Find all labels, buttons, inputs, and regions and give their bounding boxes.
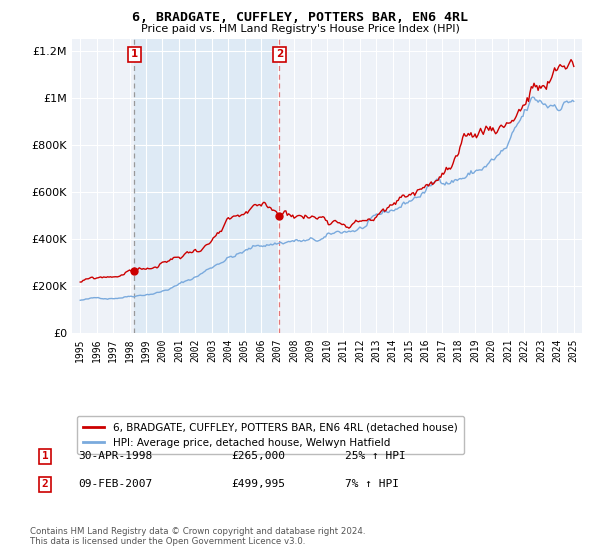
- Text: 25% ↑ HPI: 25% ↑ HPI: [345, 451, 406, 461]
- Text: 6, BRADGATE, CUFFLEY, POTTERS BAR, EN6 4RL: 6, BRADGATE, CUFFLEY, POTTERS BAR, EN6 4…: [132, 11, 468, 24]
- Text: 2: 2: [275, 49, 283, 59]
- Text: 2: 2: [41, 479, 49, 489]
- Text: Price paid vs. HM Land Registry's House Price Index (HPI): Price paid vs. HM Land Registry's House …: [140, 24, 460, 34]
- Legend: 6, BRADGATE, CUFFLEY, POTTERS BAR, EN6 4RL (detached house), HPI: Average price,: 6, BRADGATE, CUFFLEY, POTTERS BAR, EN6 4…: [77, 416, 464, 454]
- Bar: [134, 39, 279, 333]
- Text: 09-FEB-2007: 09-FEB-2007: [78, 479, 152, 489]
- Text: Contains HM Land Registry data © Crown copyright and database right 2024.
This d: Contains HM Land Registry data © Crown c…: [30, 526, 365, 546]
- Text: £265,000: £265,000: [231, 451, 285, 461]
- Text: 7% ↑ HPI: 7% ↑ HPI: [345, 479, 399, 489]
- Text: 1: 1: [41, 451, 49, 461]
- Text: £499,995: £499,995: [231, 479, 285, 489]
- Text: 30-APR-1998: 30-APR-1998: [78, 451, 152, 461]
- Text: 1: 1: [131, 49, 138, 59]
